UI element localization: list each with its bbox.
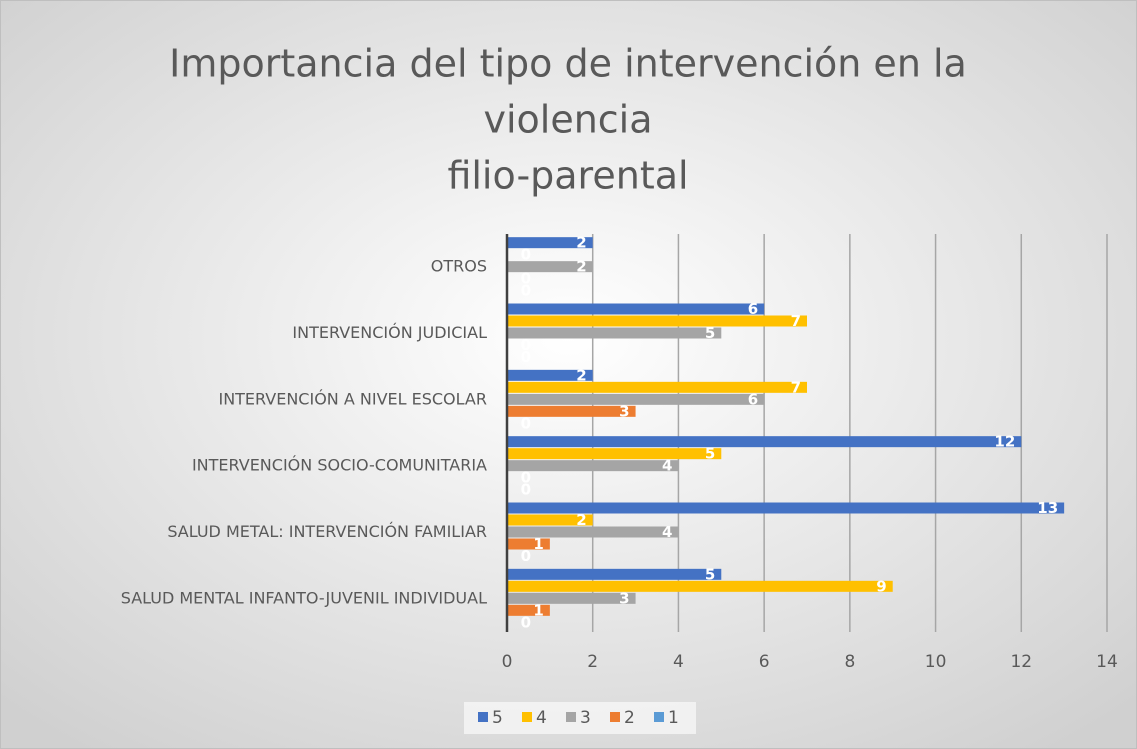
data-label: 0 [521, 414, 531, 432]
chart-title: filio-parental [447, 154, 688, 198]
legend-label: 3 [580, 708, 591, 728]
legend-swatch [478, 712, 488, 722]
bar [507, 369, 593, 381]
bar [507, 580, 893, 592]
legend-swatch [566, 712, 576, 722]
x-tick-label: 8 [844, 652, 855, 672]
data-label: 4 [662, 523, 672, 541]
bar [507, 303, 765, 315]
legend-label: 1 [668, 708, 679, 728]
bar [507, 460, 679, 472]
bar [507, 261, 593, 273]
y-tick-label: SALUD METAL: INTERVENCIÓN FAMILIAR [167, 522, 487, 541]
legend-label: 5 [492, 708, 503, 728]
bar [507, 526, 679, 538]
legend-label: 4 [536, 708, 547, 728]
data-label: 0 [521, 481, 531, 499]
data-label: 0 [521, 613, 531, 631]
data-label: 2 [576, 511, 586, 529]
data-label: 0 [521, 547, 531, 565]
chart-title: violencia [483, 98, 652, 142]
bar [507, 448, 722, 460]
bar [507, 381, 807, 393]
data-label: 5 [705, 445, 715, 463]
x-tick-label: 2 [587, 652, 598, 672]
bar [507, 592, 636, 604]
bar [507, 393, 765, 405]
y-tick-label: INTERVENCIÓN A NIVEL ESCOLAR [218, 389, 487, 408]
bar [507, 237, 593, 249]
data-label: 5 [705, 565, 715, 583]
data-label: 5 [705, 324, 715, 342]
y-tick-label: INTERVENCIÓN SOCIO-COMUNITARIA [192, 456, 487, 475]
data-label: 0 [521, 246, 531, 264]
data-label: 2 [576, 234, 586, 252]
data-label: 9 [876, 577, 886, 595]
y-tick-label: SALUD MENTAL INFANTO-JUVENIL INDIVIDUAL [121, 588, 487, 607]
data-label: 0 [521, 469, 531, 487]
data-label: 1 [533, 535, 543, 553]
bar [507, 568, 722, 580]
data-label: 0 [521, 336, 531, 354]
x-tick-label: 14 [1096, 652, 1118, 672]
x-tick-label: 0 [502, 652, 513, 672]
bar [507, 405, 636, 417]
data-label: 2 [576, 366, 586, 384]
bar [507, 315, 807, 327]
data-label: 3 [619, 589, 629, 607]
bar [507, 502, 1065, 514]
legend-label: 2 [624, 708, 635, 728]
x-tick-label: 6 [759, 652, 770, 672]
bar [507, 436, 1022, 448]
legend-swatch [522, 712, 532, 722]
data-label: 13 [1037, 499, 1058, 517]
x-tick-label: 4 [673, 652, 684, 672]
bar [507, 514, 593, 526]
data-label: 6 [748, 300, 758, 318]
legend-swatch [610, 712, 620, 722]
data-label: 6 [748, 390, 758, 408]
y-tick-label: OTROS [431, 257, 487, 276]
data-label: 2 [576, 258, 586, 276]
data-label: 4 [662, 457, 672, 475]
data-label: 1 [533, 601, 543, 619]
bar [507, 538, 550, 550]
legend-swatch [654, 712, 664, 722]
data-label: 7 [791, 378, 801, 396]
data-label: 0 [521, 348, 531, 366]
data-label: 7 [791, 312, 801, 330]
data-label: 3 [619, 402, 629, 420]
data-label: 12 [994, 433, 1015, 451]
x-tick-label: 12 [1010, 652, 1032, 672]
data-label: 0 [521, 270, 531, 288]
y-tick-label: INTERVENCIÓN JUDICIAL [292, 323, 487, 342]
data-label: 0 [521, 282, 531, 300]
chart-title: Importancia del tipo de intervención en … [169, 42, 967, 86]
bar [507, 327, 722, 339]
x-tick-label: 10 [925, 652, 947, 672]
bar [507, 604, 550, 616]
